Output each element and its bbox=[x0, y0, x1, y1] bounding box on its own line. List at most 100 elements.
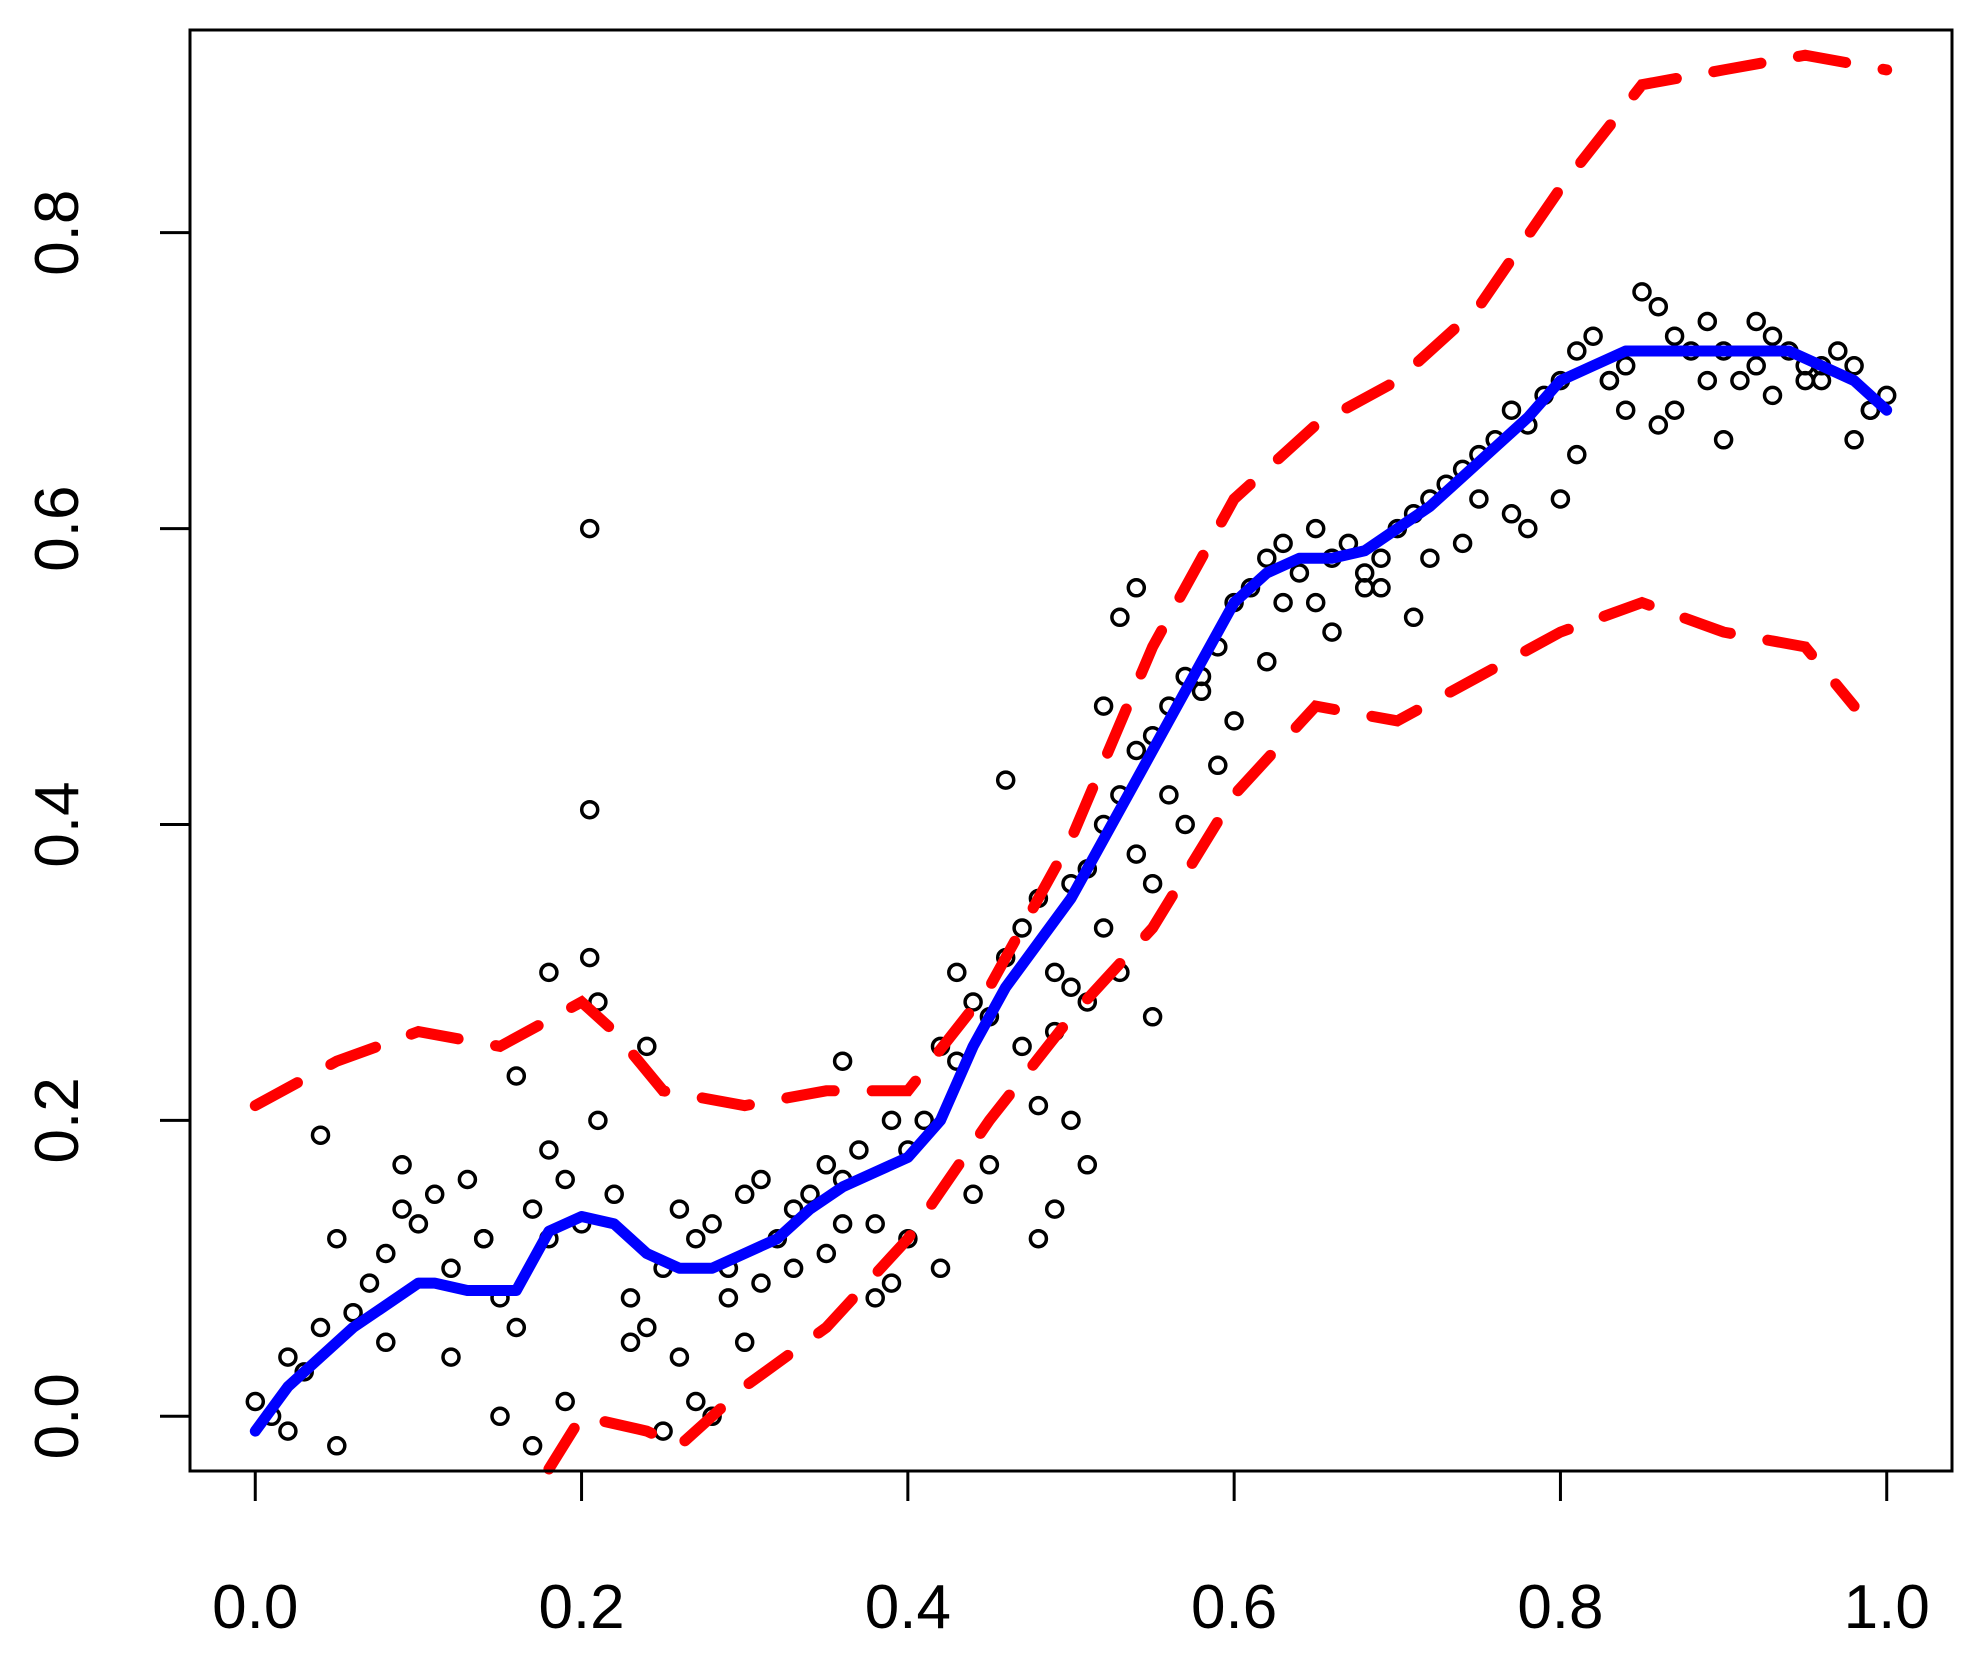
data-point bbox=[1322, 622, 1342, 642]
data-point bbox=[376, 1332, 396, 1353]
data-point bbox=[522, 1199, 543, 1219]
data-point bbox=[718, 1288, 739, 1308]
data-point bbox=[1142, 1007, 1163, 1027]
data-point bbox=[1550, 489, 1571, 509]
data-point bbox=[1828, 341, 1848, 361]
data-point bbox=[1501, 400, 1522, 420]
data-point bbox=[1518, 518, 1538, 539]
data-point bbox=[1142, 873, 1163, 894]
data-point bbox=[1257, 651, 1277, 672]
data-point bbox=[278, 1421, 298, 1441]
x-tick-label: 0.8 bbox=[1517, 1573, 1603, 1642]
data-point bbox=[1844, 430, 1864, 450]
data-point bbox=[1093, 918, 1114, 938]
data-point bbox=[343, 1302, 363, 1323]
data-point bbox=[637, 1036, 657, 1057]
data-point bbox=[800, 1184, 820, 1205]
data-points bbox=[245, 282, 1897, 1456]
data-point bbox=[1305, 592, 1326, 613]
data-point bbox=[245, 1391, 266, 1412]
data-point bbox=[1762, 326, 1783, 346]
data-point bbox=[376, 1243, 396, 1264]
x-tick-label: 0.0 bbox=[212, 1573, 298, 1642]
data-point bbox=[473, 1228, 494, 1249]
data-point bbox=[490, 1406, 510, 1427]
data-point bbox=[1289, 563, 1310, 583]
data-point bbox=[1746, 311, 1766, 332]
data-point bbox=[1795, 370, 1815, 391]
data-point bbox=[1273, 533, 1293, 554]
data-point bbox=[849, 1140, 869, 1160]
data-point bbox=[865, 1214, 885, 1234]
data-point bbox=[734, 1332, 755, 1353]
lower-band-line bbox=[543, 596, 1860, 1475]
data-point bbox=[310, 1317, 331, 1338]
data-point bbox=[832, 1214, 853, 1234]
data-point bbox=[637, 1317, 657, 1338]
data-point bbox=[1093, 696, 1114, 716]
data-point bbox=[555, 1391, 575, 1412]
data-point bbox=[604, 1184, 624, 1205]
data-point bbox=[278, 1347, 298, 1367]
data-point bbox=[1175, 814, 1195, 835]
data-point bbox=[947, 962, 967, 983]
data-point bbox=[1648, 415, 1669, 435]
y-tick-label: 0.6 bbox=[23, 485, 92, 571]
data-point bbox=[963, 992, 983, 1012]
data-point bbox=[1615, 400, 1636, 420]
data-point bbox=[579, 518, 600, 539]
data-point bbox=[579, 799, 600, 820]
data-point bbox=[441, 1347, 461, 1367]
data-point bbox=[1012, 918, 1032, 938]
data-point bbox=[539, 1140, 559, 1160]
data-point bbox=[1567, 341, 1587, 361]
data-point bbox=[1044, 1199, 1065, 1219]
fit-line-path bbox=[249, 345, 1893, 1437]
data-point bbox=[620, 1288, 641, 1308]
data-point bbox=[669, 1199, 690, 1219]
data-point bbox=[392, 1155, 412, 1175]
data-point bbox=[1762, 385, 1783, 406]
data-point bbox=[1028, 1228, 1049, 1249]
data-point bbox=[1452, 533, 1473, 554]
y-tick-label: 0.0 bbox=[23, 1373, 92, 1459]
plot-frame bbox=[188, 28, 1954, 1473]
data-point bbox=[327, 1228, 347, 1249]
upper-band-line bbox=[249, 49, 1893, 1112]
data-point bbox=[310, 1125, 331, 1145]
x-tick-label: 0.6 bbox=[1191, 1573, 1277, 1642]
data-point bbox=[963, 1184, 983, 1205]
data-point bbox=[1012, 1036, 1032, 1057]
data-point bbox=[1126, 578, 1147, 598]
x-tick-label: 1.0 bbox=[1844, 1573, 1930, 1642]
data-point bbox=[832, 1051, 853, 1071]
data-point bbox=[783, 1258, 804, 1279]
data-point bbox=[424, 1184, 445, 1205]
data-point bbox=[1746, 356, 1766, 376]
data-point bbox=[1469, 489, 1489, 509]
data-point bbox=[686, 1391, 706, 1412]
data-point bbox=[669, 1347, 690, 1367]
data-point bbox=[1257, 548, 1277, 568]
data-point bbox=[1224, 711, 1244, 731]
data-point bbox=[1420, 548, 1440, 568]
data-point bbox=[1697, 311, 1718, 332]
data-point bbox=[1126, 740, 1147, 761]
data-point bbox=[1028, 1095, 1049, 1116]
y-axis: 0.0 0.2 0.4 0.6 0.8 bbox=[23, 190, 192, 1459]
data-point bbox=[522, 1436, 543, 1456]
data-point bbox=[1615, 356, 1636, 376]
data-point bbox=[1632, 282, 1652, 302]
data-point bbox=[1664, 326, 1685, 346]
data-point bbox=[1844, 356, 1864, 376]
data-point bbox=[506, 1317, 527, 1338]
data-point bbox=[702, 1214, 722, 1234]
data-point bbox=[1044, 962, 1065, 983]
data-point bbox=[881, 1273, 902, 1293]
data-point bbox=[816, 1155, 837, 1175]
data-point bbox=[1110, 607, 1130, 628]
data-point bbox=[457, 1169, 478, 1190]
data-point bbox=[751, 1273, 771, 1293]
data-point bbox=[1273, 592, 1293, 613]
